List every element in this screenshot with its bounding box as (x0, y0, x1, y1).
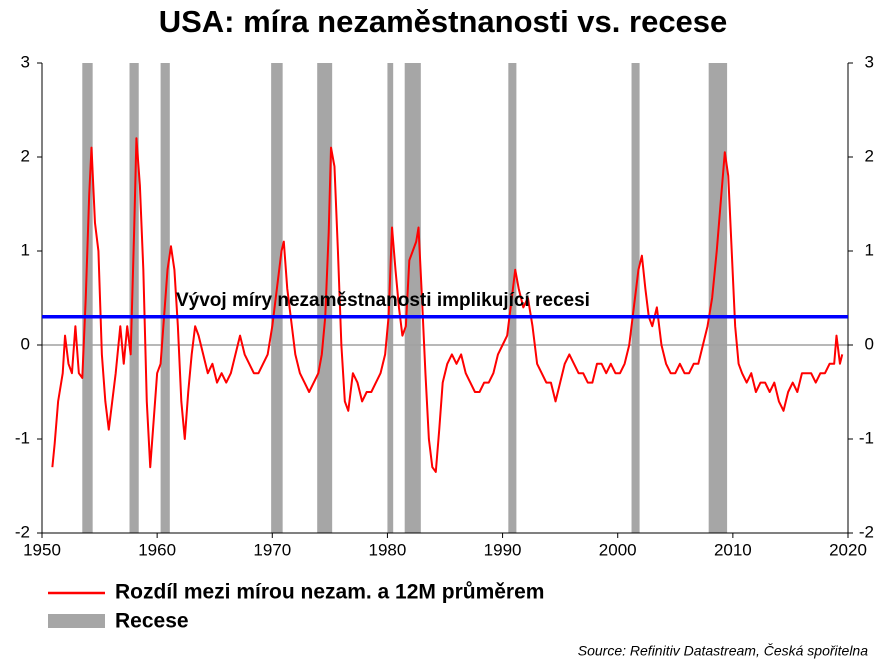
y2-tick-label: 1 (865, 240, 874, 259)
recession-band (271, 63, 283, 533)
y-tick-label: -1 (15, 428, 30, 447)
chart-title: USA: míra nezaměstnanosti vs. recese (159, 4, 728, 39)
y2-tick-label: -2 (859, 522, 874, 541)
y2-tick-label: 2 (865, 146, 874, 165)
x-tick-label: 1990 (484, 540, 522, 559)
source-note: Source: Refinitiv Datastream, Česká spoř… (578, 643, 868, 659)
recession-band (387, 63, 394, 533)
recession-band (129, 63, 139, 533)
legend-swatch (48, 614, 105, 628)
y-tick-label: -2 (15, 522, 30, 541)
legend-label: Rozdíl mezi mírou nezam. a 12M průměrem (115, 581, 544, 604)
y-tick-label: 3 (21, 52, 30, 71)
recession-band (404, 63, 421, 533)
y2-tick-label: 3 (865, 52, 874, 71)
x-tick-label: 2010 (714, 540, 752, 559)
recession-band (82, 63, 93, 533)
y2-tick-label: -1 (859, 428, 874, 447)
recession-band (317, 63, 333, 533)
x-tick-label: 2000 (599, 540, 637, 559)
x-tick-label: 1980 (369, 540, 407, 559)
threshold-label: Vývoj míry nezaměstnanosti implikující r… (176, 290, 590, 311)
y-tick-label: 2 (21, 146, 30, 165)
y2-tick-label: 0 (865, 334, 874, 353)
x-tick-label: 1960 (138, 540, 176, 559)
data-line (51, 137, 844, 473)
legend-label: Recese (115, 610, 189, 633)
x-tick-label: 1970 (253, 540, 291, 559)
x-tick-label: 1950 (23, 540, 61, 559)
y-tick-label: 0 (21, 334, 30, 353)
y-tick-label: 1 (21, 240, 30, 259)
x-tick-label: 2020 (829, 540, 867, 559)
